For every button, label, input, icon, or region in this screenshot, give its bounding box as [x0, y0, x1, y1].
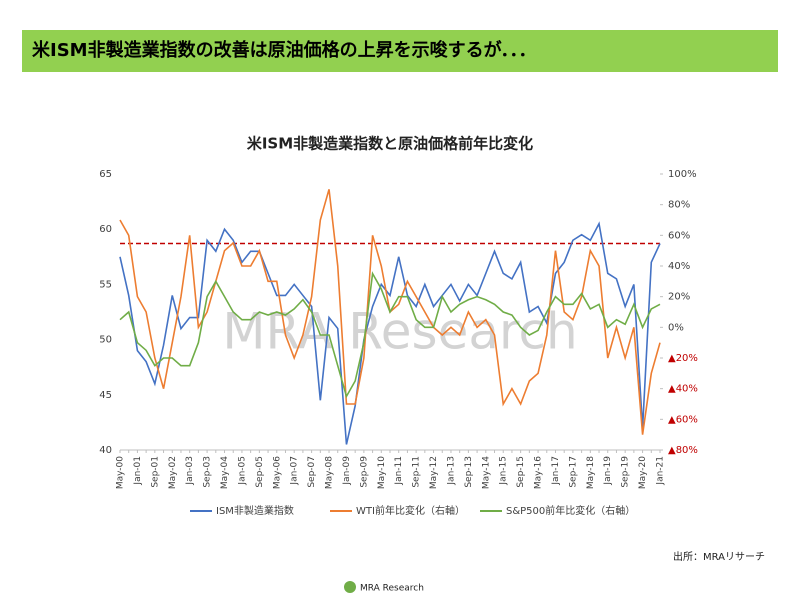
- y2-tick-label: 40%: [668, 261, 690, 272]
- y-tick-label: 45: [99, 390, 112, 401]
- series-line: [119, 271, 661, 399]
- x-tick-label: Jan-01: [133, 456, 143, 486]
- legend-label: ISM非製造業指数: [216, 504, 294, 517]
- y2-tick-label: ▲60%: [668, 414, 698, 425]
- y2-tick-label: 20%: [668, 292, 690, 303]
- x-tick-label: May-20: [638, 456, 648, 489]
- x-tick-label: Sep-07: [307, 456, 317, 488]
- x-tick-label: Sep-01: [150, 456, 160, 488]
- series-line: [119, 221, 661, 445]
- title-banner: [22, 30, 778, 72]
- legend-label: S&P500前年比変化（右軸）: [506, 504, 635, 517]
- y2-tick-label: 80%: [668, 200, 690, 211]
- x-tick-label: Jan-17: [551, 456, 561, 486]
- slide-title: 米ISM非製造業指数の改善は原油価格の上昇を示唆するが．．．: [32, 39, 537, 61]
- x-tick-label: May-12: [429, 456, 439, 489]
- x-tick-label: Jan-19: [603, 456, 613, 486]
- chart-title: 米ISM非製造業指数と原油価格前年比変化: [247, 135, 533, 153]
- x-tick-label: Jan-11: [394, 456, 404, 486]
- y-tick-label: 40: [99, 445, 112, 456]
- x-tick-label: Jan-21: [656, 456, 666, 486]
- x-tick-label: Jan-13: [446, 456, 456, 486]
- y2-tick-label: ▲20%: [668, 353, 698, 364]
- x-tick-label: May-06: [272, 456, 282, 489]
- x-tick-label: May-10: [377, 456, 387, 489]
- x-tick-label: May-04: [220, 456, 230, 489]
- y-tick-label: 65: [99, 169, 112, 180]
- x-tick-label: Jan-15: [499, 456, 509, 486]
- x-tick-label: Jan-05: [237, 456, 247, 486]
- y2-tick-label: 0%: [668, 322, 684, 333]
- y2-tick-label: 100%: [668, 169, 697, 180]
- x-tick-label: Jan-09: [342, 456, 352, 486]
- legend-label: WTI前年比変化（右軸）: [356, 504, 465, 517]
- y2-tick-label: ▲80%: [668, 445, 698, 456]
- x-tick-label: Jan-03: [185, 456, 195, 486]
- source: 出所：MRAリサーチ: [673, 550, 765, 563]
- x-tick-label: Sep-17: [568, 456, 578, 488]
- x-tick-label: May-00: [116, 456, 126, 489]
- x-tick-label: May-16: [534, 456, 544, 489]
- x-tick-label: Sep-19: [621, 456, 631, 488]
- x-tick-label: Sep-03: [203, 456, 213, 488]
- x-tick-label: Sep-09: [359, 456, 369, 488]
- x-tick-label: Sep-13: [464, 456, 474, 488]
- x-tick-label: May-18: [586, 456, 596, 489]
- x-tick-label: Sep-15: [516, 456, 526, 488]
- y2-tick-label: 60%: [668, 230, 690, 241]
- x-tick-label: May-08: [325, 456, 335, 489]
- logo: MRA Research: [360, 584, 424, 594]
- x-tick-label: May-02: [168, 456, 178, 489]
- x-tick-label: Sep-11: [412, 456, 422, 488]
- x-tick-label: May-14: [481, 456, 491, 489]
- x-tick-label: Sep-05: [255, 456, 265, 488]
- logo-icon: [344, 581, 356, 593]
- y-tick-label: 60: [99, 224, 112, 235]
- y-tick-label: 50: [99, 335, 112, 346]
- y2-tick-label: ▲40%: [668, 384, 698, 395]
- y-tick-label: 55: [99, 279, 112, 290]
- x-tick-label: Jan-07: [290, 456, 300, 486]
